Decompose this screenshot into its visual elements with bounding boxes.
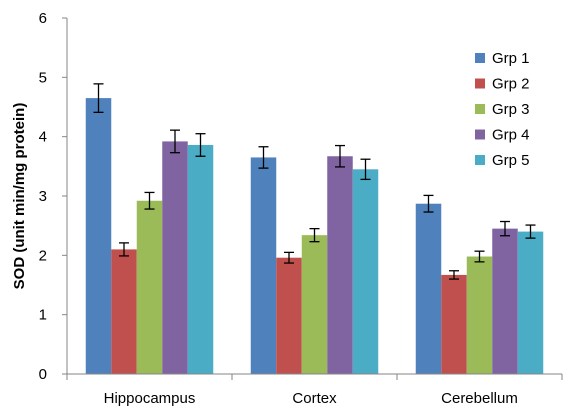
x-tick-label: Cerebellum xyxy=(441,390,518,407)
y-tick-label: 1 xyxy=(39,307,47,324)
bar-groups xyxy=(85,83,544,374)
bar xyxy=(517,231,544,374)
bar xyxy=(415,203,442,374)
legend-label: Grp 4 xyxy=(492,127,530,144)
y-tick-label: 0 xyxy=(39,366,47,383)
bar xyxy=(162,141,188,374)
y-tick-label: 4 xyxy=(39,129,47,146)
x-tick-label: Hippocampus xyxy=(104,390,196,407)
y-tick-label: 2 xyxy=(39,247,47,264)
legend-swatch xyxy=(475,78,485,89)
legend: Grp 1 Grp 2 Grp 3 Grp 4 Grp 5 xyxy=(475,50,530,169)
bar xyxy=(301,235,328,374)
y-axis-title: SOD (unit min/mg protein) xyxy=(11,103,28,290)
legend-swatch xyxy=(475,104,485,114)
legend-label: Grp 5 xyxy=(492,152,530,169)
bar xyxy=(492,228,518,374)
legend-swatch xyxy=(475,155,485,165)
bar xyxy=(187,144,214,374)
y-tick-label: 3 xyxy=(39,188,47,205)
bar xyxy=(85,98,112,374)
bar xyxy=(441,274,467,374)
y-tick-label: 5 xyxy=(39,69,47,86)
bar xyxy=(111,249,137,374)
axes xyxy=(66,18,563,380)
bar xyxy=(250,157,277,374)
legend-label: Grp 1 xyxy=(492,50,530,67)
legend-swatch xyxy=(475,53,485,63)
y-axis-ticks: 0 1 2 3 4 5 6 xyxy=(39,10,67,383)
y-tick-label: 6 xyxy=(39,10,47,27)
x-tick-label: Cortex xyxy=(292,390,337,407)
legend-label: Grp 3 xyxy=(492,101,530,118)
bar xyxy=(466,256,493,374)
x-axis-tick-labels: Hippocampus Cortex Cerebellum xyxy=(104,390,518,407)
bar xyxy=(352,169,379,374)
bar xyxy=(327,156,353,374)
bar xyxy=(136,200,163,374)
bar xyxy=(276,257,302,374)
legend-label: Grp 2 xyxy=(492,76,530,93)
legend-swatch xyxy=(475,129,485,140)
